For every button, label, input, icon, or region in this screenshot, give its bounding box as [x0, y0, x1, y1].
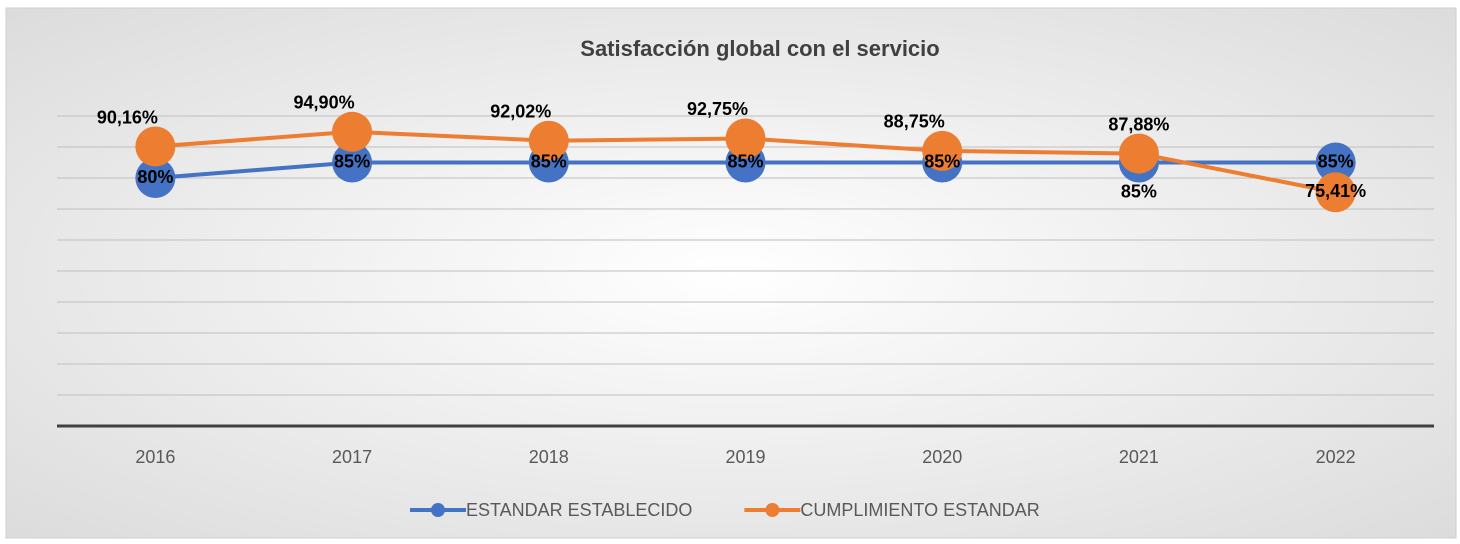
data-label: 85% [334, 151, 370, 171]
data-label: 85% [924, 151, 960, 171]
data-point [528, 120, 569, 161]
data-point [135, 158, 176, 198]
x-tick-label: 2018 [529, 447, 569, 467]
data-label: 85% [1318, 151, 1354, 171]
x-tick-label: 2016 [135, 447, 175, 467]
data-point [332, 142, 373, 183]
chart-area [5, 7, 1457, 539]
data-point [1315, 142, 1356, 183]
data-label: 85% [531, 151, 567, 171]
data-label: 85% [1121, 181, 1157, 201]
data-point [725, 118, 766, 159]
data-label: 92,02% [490, 101, 551, 121]
data-point [135, 126, 176, 167]
data-label: 90,16% [97, 107, 158, 127]
data-point [1315, 172, 1356, 213]
legend-marker [431, 503, 445, 517]
x-tick-label: 2020 [922, 447, 962, 467]
data-point [1118, 133, 1159, 174]
data-point [332, 111, 373, 152]
chart-title: Satisfacción global con el servicio [580, 36, 939, 61]
data-point [922, 130, 963, 171]
data-label: 80% [137, 167, 173, 187]
legend-label: ESTANDAR ESTABLECIDO [466, 500, 692, 520]
data-label: 94,90% [294, 93, 355, 113]
data-label: 92,75% [687, 99, 748, 119]
data-label: 87,88% [1108, 114, 1169, 134]
data-label: 85% [727, 151, 763, 171]
legend-marker [765, 503, 780, 517]
x-tick-label: 2022 [1316, 447, 1356, 467]
data-label: 88,75% [884, 112, 945, 132]
x-tick-label: 2019 [725, 447, 765, 467]
legend-label: CUMPLIMIENTO ESTANDAR [800, 500, 1039, 520]
x-tick-label: 2021 [1119, 447, 1159, 467]
x-tick-label: 2017 [332, 447, 372, 467]
data-label: 75,41% [1305, 181, 1366, 201]
